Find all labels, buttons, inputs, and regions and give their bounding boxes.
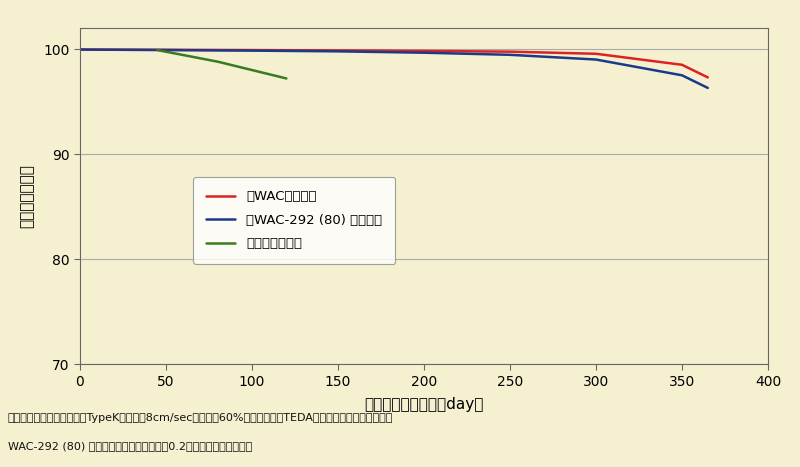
新WAC-292 (80) フィルタ	[677, 72, 686, 78]
Line: 新WACフィルタ: 新WACフィルタ	[80, 50, 708, 78]
従来のフィルタ	[153, 47, 162, 53]
新WAC-292 (80) フィルタ	[506, 52, 515, 57]
Line: 新WAC-292 (80) フィルタ: 新WAC-292 (80) フィルタ	[80, 50, 708, 88]
新WACフィルタ	[677, 62, 686, 68]
従来のフィルタ	[282, 76, 291, 81]
Text: 活性炭素繊維：フェルト型TypeK　面速：8cm/sec　湿度：60%　添着物質：TEDA（トリエチレンジアミン）: 活性炭素繊維：フェルト型TypeK 面速：8cm/sec 湿度：60% 添着物質…	[8, 413, 394, 423]
新WAC-292 (80) フィルタ	[247, 48, 257, 53]
新WACフィルタ	[703, 75, 713, 80]
Line: 従来のフィルタ: 従来のフィルタ	[158, 50, 286, 78]
新WAC-292 (80) フィルタ	[419, 50, 429, 56]
新WACフィルタ	[419, 48, 429, 54]
新WACフィルタ	[75, 47, 85, 52]
X-axis label: ウェザリング日数（day）: ウェザリング日数（day）	[364, 397, 484, 412]
新WACフィルタ	[162, 47, 171, 53]
新WAC-292 (80) フィルタ	[75, 47, 85, 52]
新WACフィルタ	[506, 49, 515, 55]
新WAC-292 (80) フィルタ	[703, 85, 713, 91]
従来のフィルタ	[213, 59, 222, 64]
Text: WAC-292 (80) フィルタは、申請上透過率0.2でご使用になれます。: WAC-292 (80) フィルタは、申請上透過率0.2でご使用になれます。	[8, 441, 252, 451]
新WAC-292 (80) フィルタ	[591, 57, 601, 62]
Legend: 新WACフィルタ, 新WAC-292 (80) フィルタ, 従来のフィルタ: 新WACフィルタ, 新WAC-292 (80) フィルタ, 従来のフィルタ	[194, 177, 395, 263]
Y-axis label: 捕集効率（％）: 捕集効率（％）	[20, 164, 35, 228]
新WACフィルタ	[591, 51, 601, 57]
新WAC-292 (80) フィルタ	[333, 49, 342, 54]
新WACフィルタ	[333, 48, 342, 53]
新WAC-292 (80) フィルタ	[162, 47, 171, 53]
新WACフィルタ	[247, 47, 257, 53]
